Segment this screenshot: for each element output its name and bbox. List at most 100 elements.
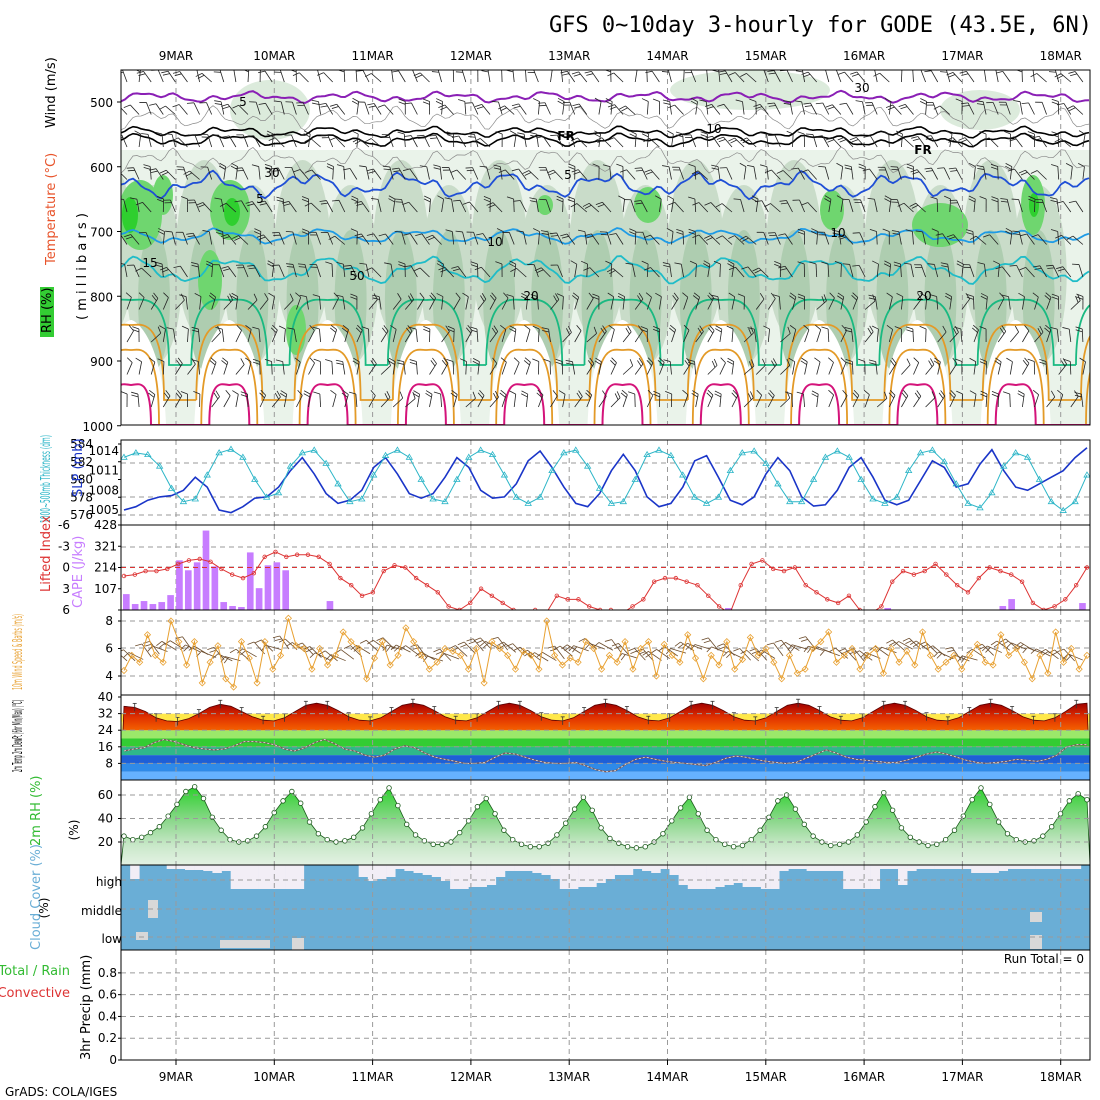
li-marker xyxy=(890,579,895,584)
barb-flag xyxy=(541,327,549,330)
slp-label: SLP (mb) xyxy=(71,438,86,497)
barb-flag xyxy=(797,231,805,235)
rh-blob-green xyxy=(286,305,306,355)
barb-flag xyxy=(645,653,652,658)
barb-shaft xyxy=(892,639,905,651)
barb-flag xyxy=(1005,165,1012,170)
barb-flag xyxy=(1005,162,1013,167)
barb-flag xyxy=(555,67,562,69)
barb-flag xyxy=(643,267,651,271)
thickness-marker xyxy=(476,446,485,453)
li-marker xyxy=(478,586,484,591)
barb-shaft xyxy=(634,363,644,375)
barb-flag xyxy=(966,229,974,232)
barb-shaft xyxy=(671,298,679,310)
barb-shaft xyxy=(223,166,227,180)
barb-flag xyxy=(134,130,141,135)
barb-flag xyxy=(894,326,902,330)
cloud-high-clear xyxy=(724,865,734,885)
barb-flag xyxy=(476,106,484,110)
dry-dome xyxy=(121,320,166,425)
barb-flag xyxy=(149,168,157,171)
barb-shaft xyxy=(553,169,563,180)
barb-shaft xyxy=(417,644,428,658)
cape-bar xyxy=(229,606,236,610)
barb-shaft xyxy=(755,298,765,310)
barb-shaft xyxy=(782,170,793,180)
barb-flag xyxy=(297,389,303,396)
cloud-high-clear xyxy=(770,865,780,889)
barb-shaft xyxy=(694,166,697,180)
barb-flag xyxy=(888,641,896,646)
barb-shaft xyxy=(650,267,660,278)
cloud-high-clear xyxy=(925,865,935,869)
barb-flag xyxy=(223,657,229,664)
barb-shaft xyxy=(925,641,938,654)
barb-flag xyxy=(191,359,199,362)
li-marker xyxy=(1073,583,1079,588)
wind10-markers xyxy=(121,614,1090,691)
barb-flag xyxy=(506,294,514,297)
barb-shaft xyxy=(1082,361,1086,375)
barb-shaft xyxy=(888,329,893,343)
thickness-marker xyxy=(536,493,544,500)
cloud-high-clear xyxy=(623,865,634,875)
barb-flag xyxy=(312,326,320,330)
thickness-marker xyxy=(203,471,211,478)
rh-blob-top xyxy=(670,70,830,110)
barb-flag xyxy=(892,232,900,235)
barb-flag xyxy=(751,195,759,200)
barb-flag xyxy=(740,73,747,77)
barb-shaft xyxy=(1045,361,1047,375)
barb-flag xyxy=(403,265,412,268)
barb-flag xyxy=(225,390,231,396)
barb-flag xyxy=(191,262,199,265)
barb-flag xyxy=(312,102,320,105)
barb-shaft xyxy=(865,651,881,659)
thickness-marker xyxy=(774,480,782,487)
barb-flag xyxy=(161,269,169,273)
rh-marker xyxy=(960,813,967,819)
barb-flag xyxy=(295,642,303,647)
barb-shaft xyxy=(175,363,183,375)
barb-shaft xyxy=(802,70,805,83)
barb-flag xyxy=(546,66,552,69)
barb-flag xyxy=(404,102,412,105)
barb-shaft xyxy=(304,264,309,278)
thickness-marker xyxy=(1000,462,1008,469)
barb-shaft xyxy=(480,637,492,650)
barb-flag xyxy=(388,357,396,362)
barb-flag xyxy=(658,357,665,363)
barb-shaft xyxy=(773,642,784,657)
barb-flag xyxy=(325,359,333,362)
barb-shaft xyxy=(405,398,416,408)
cloud-high-clear xyxy=(888,865,899,869)
wind-tick-label-4: 4 xyxy=(105,669,113,683)
barb-flag xyxy=(1051,101,1059,105)
li-marker xyxy=(792,565,798,570)
barb-shaft xyxy=(1009,361,1013,375)
barb-flag xyxy=(352,360,359,365)
barb-flag xyxy=(329,137,336,141)
barb-shaft xyxy=(417,298,425,310)
barb-shaft xyxy=(1062,266,1072,278)
wind-marker xyxy=(691,654,700,662)
barb-shaft xyxy=(227,234,237,245)
barb-shaft xyxy=(247,299,258,310)
wind-marker xyxy=(511,665,520,673)
li-marker xyxy=(760,558,765,563)
barb-flag xyxy=(862,168,870,172)
barb-shaft xyxy=(355,394,358,408)
barb-shaft xyxy=(646,395,654,408)
barb-flag xyxy=(215,327,223,330)
rh-contour-2 xyxy=(121,105,1090,131)
barb-shaft xyxy=(949,198,951,213)
barb-flag xyxy=(645,292,652,298)
barb-flag xyxy=(391,70,399,73)
li-marker xyxy=(1084,565,1090,570)
barb-flag xyxy=(884,97,892,102)
thk-tick-label-584: 584 xyxy=(70,437,93,451)
barb-flag xyxy=(961,73,969,76)
barb-flag xyxy=(517,132,525,135)
